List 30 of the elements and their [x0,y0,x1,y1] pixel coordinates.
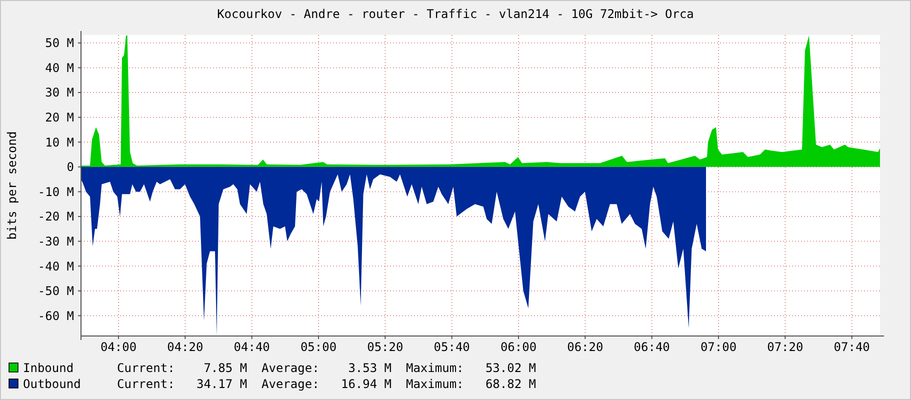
x-tick-label: 06:00 [500,340,537,354]
x-tick-label: 04:40 [234,340,270,354]
y-tick-label: -20 M [38,210,74,224]
x-tick-label: 05:00 [300,340,337,354]
text: Current: 7.85 M Average: 3.53 M Maximum: 53.02 M [117,361,536,375]
y-tick-label: -10 M [38,184,74,199]
chart-title: Kocourkov - Andre - router - Traffic - vlan214 - 10G 72mbit-> Orca [217,7,694,21]
x-tick-label: 07:00 [700,340,737,354]
y-tick-label: 30 M [45,86,74,100]
y-tick-label: -50 M [38,284,74,298]
x-tick-label: 04:20 [167,340,204,354]
x-tick-label: 04:00 [100,340,137,354]
x-tick-label: 05:20 [367,340,404,354]
y-tick-label: -30 M [38,234,74,248]
text: Current: 34.17 M Average: 16.94 M Maximum: 68.82 M [117,377,536,391]
x-tick-label: 06:20 [567,340,604,354]
y-tick-label: -40 M [38,259,74,274]
y-tick-label: 20 M [45,110,74,125]
legend-label: Inbound [23,361,74,375]
y-tick-label: 0 [66,160,74,174]
legend-label: Outbound [23,377,81,391]
x-tick-label: 07:40 [834,340,870,354]
x-tick-label: 07:20 [767,340,804,354]
y-axis-title: bits per second [5,131,19,240]
x-tick-label: 06:40 [634,340,670,354]
x-tick-label: 05:40 [434,340,470,354]
y-tick-label: -60 M [38,308,74,323]
y-tick-label: 10 M [45,135,74,150]
y-tick-label: 50 M [45,36,74,50]
y-tick-label: 40 M [45,60,74,75]
